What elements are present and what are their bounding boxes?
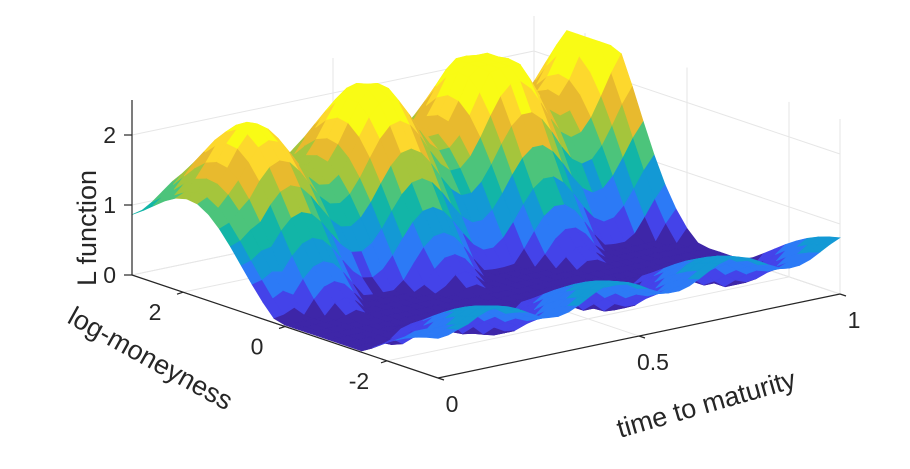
z-tick-label: 0	[103, 262, 116, 288]
z-tick-label: 1	[103, 192, 116, 218]
y-tick-label: -2	[349, 368, 369, 394]
y-tick-mark	[279, 327, 285, 329]
x-tick-mark	[840, 294, 846, 296]
x-tick-label: 0	[446, 391, 459, 417]
x-tick-mark	[438, 378, 444, 380]
y-tick-label: 2	[149, 299, 162, 325]
x-axis-label: time to maturity	[613, 364, 799, 444]
z-axis-label: L function	[72, 170, 102, 286]
x-tick-mark	[639, 336, 645, 338]
y-tick-label: 0	[251, 334, 264, 360]
x-tick-label: 0.5	[637, 349, 669, 375]
x-tick-label: 1	[848, 307, 861, 333]
y-tick-mark	[381, 361, 387, 363]
z-tick-label: 2	[103, 122, 116, 148]
surface	[132, 31, 840, 351]
y-tick-mark	[177, 292, 183, 294]
